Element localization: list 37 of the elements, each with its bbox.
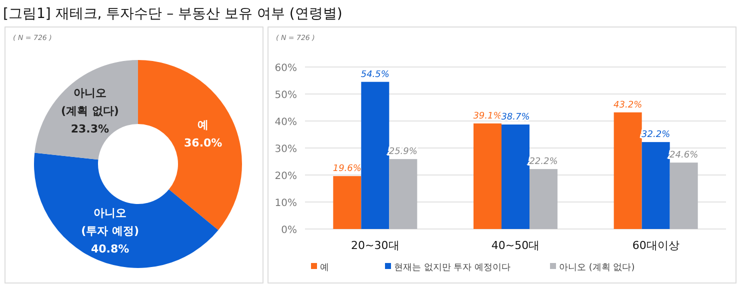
data-label: 39.1% xyxy=(473,111,502,122)
x-tick-label: 20~30대 xyxy=(351,239,400,252)
bar xyxy=(361,82,390,229)
donut-slice xyxy=(34,60,138,160)
y-tick-label: 0% xyxy=(281,225,297,236)
donut-slice xyxy=(138,60,242,230)
legend-label: 예 xyxy=(320,263,329,273)
x-tick-label: 60대이상 xyxy=(632,239,680,252)
y-tick-label: 20% xyxy=(274,171,297,182)
donut-slice xyxy=(34,152,218,268)
y-tick-label: 40% xyxy=(274,117,297,128)
bar xyxy=(474,123,502,229)
slice-label: 예 xyxy=(198,118,209,132)
y-tick-label: 60% xyxy=(274,63,297,74)
x-tick-label: 40~50대 xyxy=(491,239,540,252)
bar xyxy=(642,142,670,229)
legend-label: 아니오 (계획 없다) xyxy=(559,263,635,273)
data-label: 19.6% xyxy=(332,164,362,174)
y-tick-label: 50% xyxy=(274,90,297,101)
data-label: 38.7% xyxy=(501,112,530,123)
data-label: 23.3% xyxy=(70,122,110,136)
data-label: 40.8% xyxy=(90,242,130,256)
slice-label: 아니오 (투자 예정) xyxy=(81,206,139,238)
legend-label: 현재는 없지만 투자 예정이다 xyxy=(394,263,511,273)
bar xyxy=(530,169,558,229)
data-label: 36.0% xyxy=(184,136,222,150)
chart-title: [그림1] 재테크, 투자수단 – 부동산 보유 여부 (연령별) xyxy=(3,6,342,22)
data-label: 54.5% xyxy=(360,70,390,80)
slice-label: 아니오 (계획 없다) xyxy=(60,86,119,118)
bar xyxy=(389,159,418,229)
bar xyxy=(502,124,530,229)
bar xyxy=(614,112,642,229)
y-tick-label: 10% xyxy=(274,198,297,209)
y-tick-label: 30% xyxy=(274,144,297,155)
data-label: 43.2% xyxy=(614,100,642,110)
bar xyxy=(333,176,362,229)
bar xyxy=(670,162,698,229)
